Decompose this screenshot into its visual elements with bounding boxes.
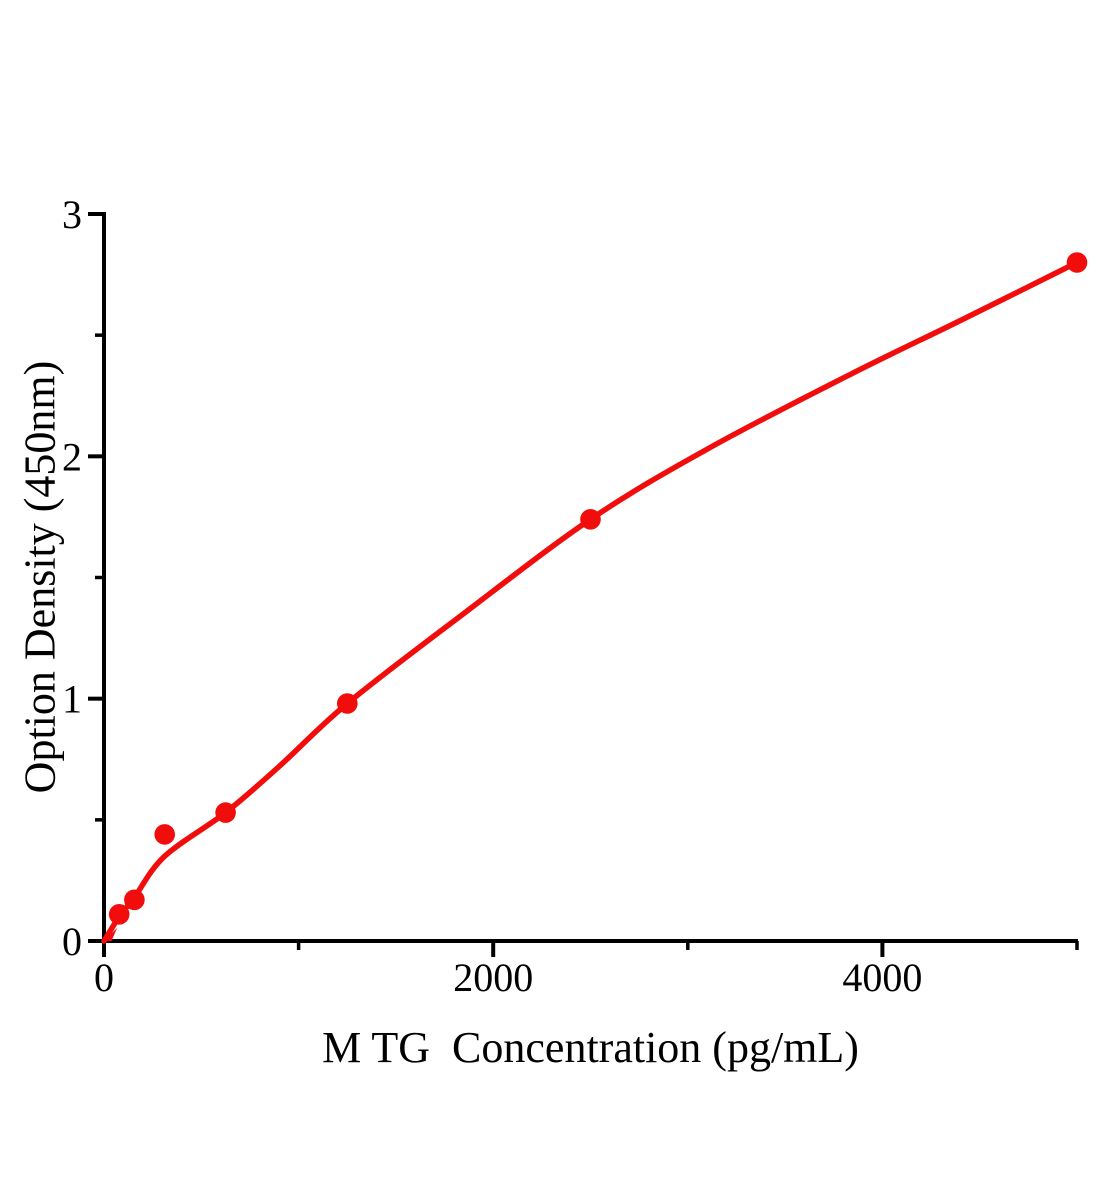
y-tick-label: 1 <box>62 677 82 722</box>
fit-curve <box>101 259 1080 944</box>
x-tick-label: 0 <box>94 955 114 1000</box>
x-tick-label: 4000 <box>842 955 922 1000</box>
y-axis-title: Option Density (450nm) <box>15 360 65 794</box>
y-tick-label: 2 <box>62 434 82 479</box>
y-tick-label: 3 <box>62 192 82 237</box>
x-axis-title: M TG Concentration (pg/mL) <box>322 1023 859 1072</box>
x-tick-label: 2000 <box>453 955 533 1000</box>
origin-wedge <box>104 927 118 941</box>
data-point <box>154 824 175 845</box>
y-tick-label: 0 <box>62 919 82 964</box>
axis-lines <box>102 212 1078 943</box>
